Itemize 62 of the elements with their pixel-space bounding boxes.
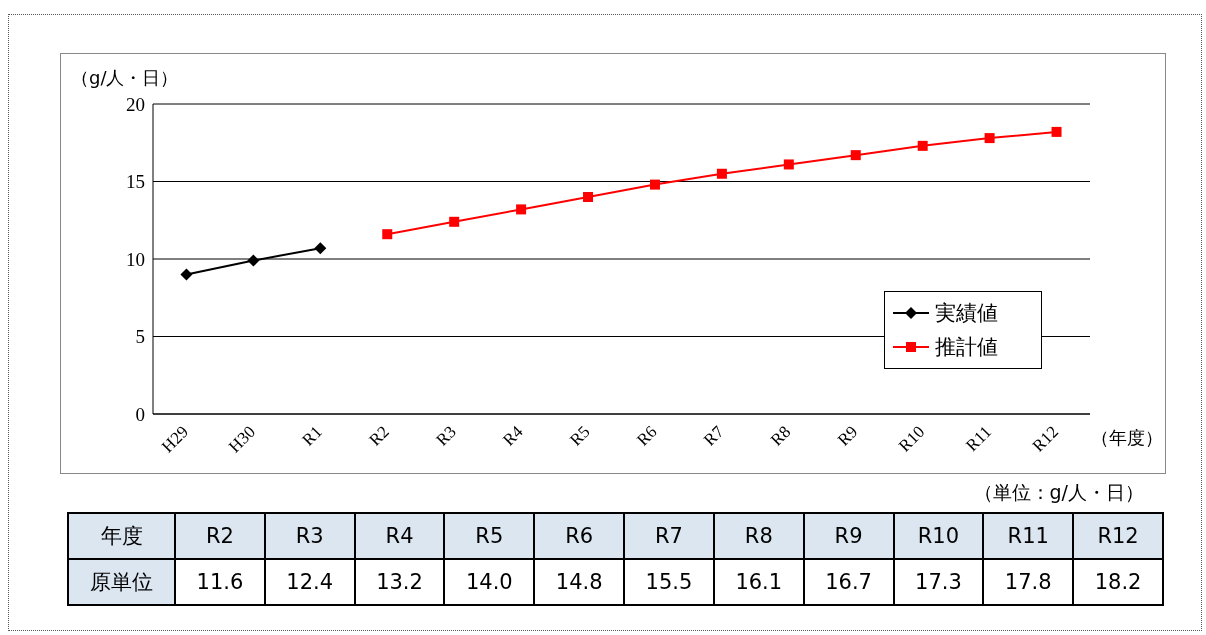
point bbox=[247, 254, 260, 267]
y-tick-label: 0 bbox=[135, 403, 145, 425]
x-tick-label: R1 bbox=[298, 422, 326, 450]
data-label: 17.8 bbox=[983, 559, 1074, 605]
point bbox=[583, 192, 594, 202]
legend-label: 実績値 bbox=[935, 300, 998, 327]
point bbox=[917, 140, 928, 151]
category-label: R11 bbox=[983, 513, 1074, 559]
category-label: R5 bbox=[444, 513, 535, 559]
point bbox=[984, 133, 995, 144]
data-label: 11.6 bbox=[175, 559, 265, 605]
point bbox=[850, 150, 861, 161]
x-tick-label: R6 bbox=[633, 422, 661, 450]
x-tick-label: H30 bbox=[224, 422, 259, 457]
x-tick-label: H29 bbox=[157, 422, 193, 457]
data-label: 12.4 bbox=[264, 559, 355, 605]
data-label: 17.3 bbox=[893, 559, 984, 605]
x-tick-label: R3 bbox=[432, 422, 460, 450]
legend-label: 推計値 bbox=[935, 334, 998, 361]
x-tick-label: R5 bbox=[566, 422, 594, 450]
x-tick-label: R10 bbox=[894, 422, 929, 456]
category-label: R2 bbox=[175, 513, 265, 559]
y-axis-title: （g/人・日） bbox=[71, 66, 179, 90]
y-tick-label: 10 bbox=[126, 248, 145, 270]
x-tick-label: R8 bbox=[766, 422, 795, 450]
x-axis-title: （年度） bbox=[1091, 426, 1163, 450]
category-label: R7 bbox=[624, 513, 714, 559]
category-label: R3 bbox=[264, 513, 355, 559]
x-tick-label: R9 bbox=[833, 422, 862, 450]
point bbox=[382, 229, 393, 240]
point bbox=[449, 216, 460, 227]
category-label: R12 bbox=[1073, 513, 1163, 559]
category-label: R10 bbox=[893, 513, 984, 559]
x-tick-label: R11 bbox=[962, 422, 996, 456]
x-tick-label: R7 bbox=[700, 421, 728, 450]
point bbox=[783, 159, 794, 170]
y-tick-label: 5 bbox=[135, 326, 145, 348]
category-label: R6 bbox=[534, 513, 625, 559]
data-label: 18.2 bbox=[1073, 559, 1163, 605]
point bbox=[1051, 126, 1062, 137]
category-label: R9 bbox=[803, 513, 894, 559]
data-label: 15.5 bbox=[624, 559, 714, 605]
category-label: R8 bbox=[713, 513, 804, 559]
x-tick-label: R2 bbox=[365, 422, 393, 450]
x-tick-label: R4 bbox=[499, 421, 528, 450]
point bbox=[649, 179, 660, 190]
point bbox=[516, 204, 527, 215]
data-label: 16.7 bbox=[803, 559, 894, 605]
point bbox=[716, 168, 727, 179]
category-label: R4 bbox=[354, 513, 445, 559]
text: （単位：g/人・日） bbox=[972, 480, 1145, 505]
data-label: 13.2 bbox=[354, 559, 445, 605]
y-tick-label: 15 bbox=[126, 171, 145, 193]
point bbox=[314, 242, 327, 255]
data-label: 14.8 bbox=[534, 559, 625, 605]
data-label: 16.1 bbox=[713, 559, 804, 605]
x-tick-label: R12 bbox=[1028, 422, 1063, 456]
point bbox=[180, 268, 193, 281]
y-tick-label: 20 bbox=[126, 93, 145, 115]
data-label: 14.0 bbox=[444, 559, 535, 605]
text: 原単位 bbox=[68, 559, 175, 605]
text: 年度 bbox=[68, 513, 175, 559]
